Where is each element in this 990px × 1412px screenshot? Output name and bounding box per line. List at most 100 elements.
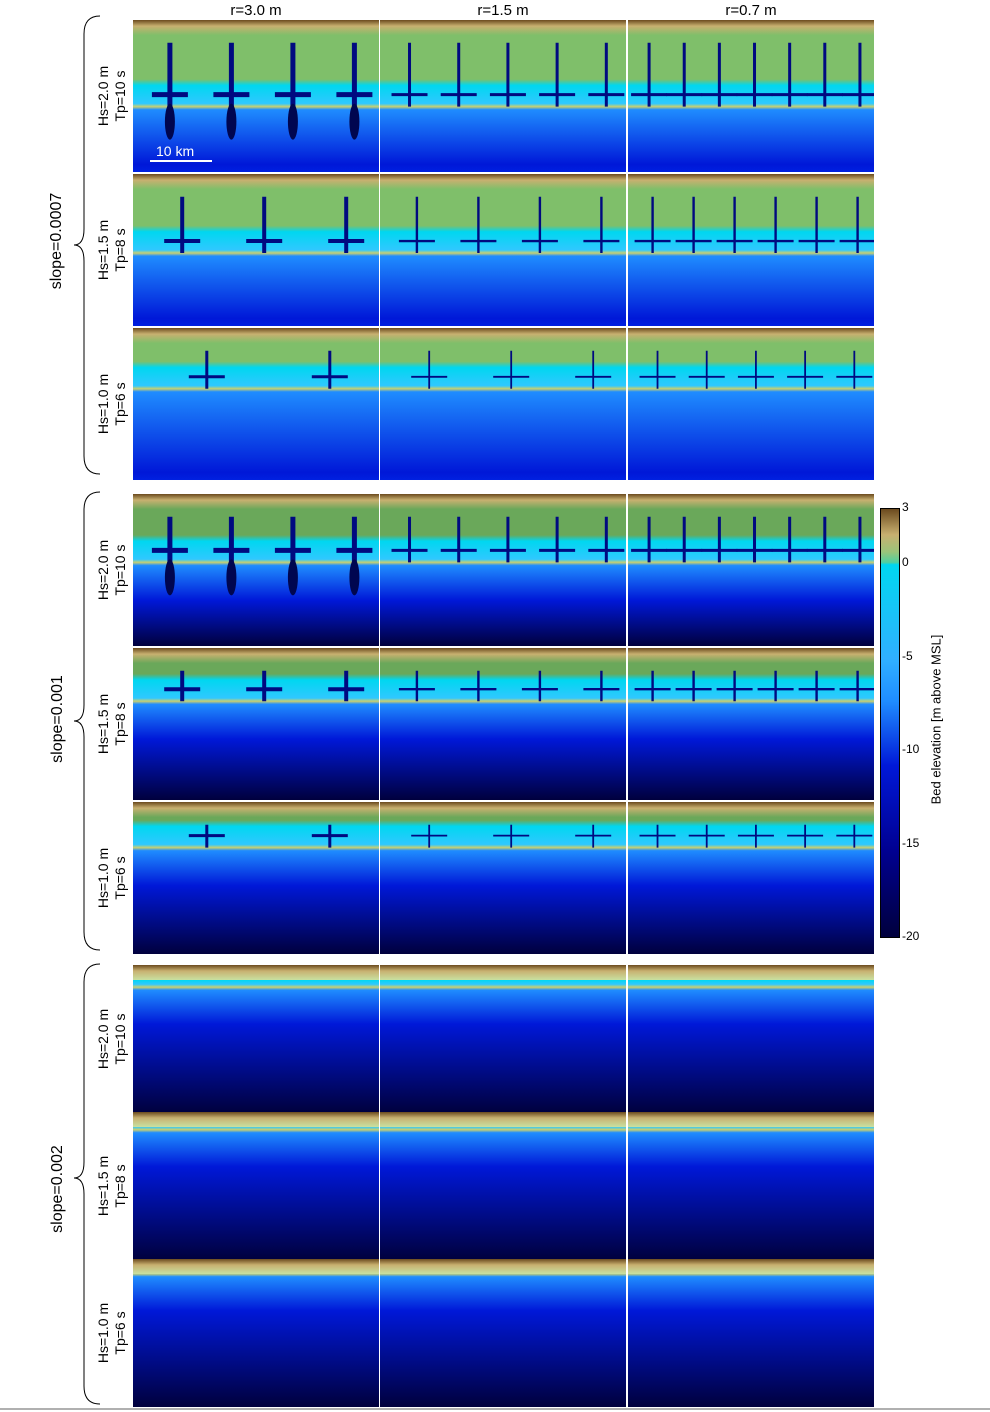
tidal-channel: [798, 196, 835, 254]
tidal-channel: [539, 42, 576, 107]
scalebar-label: 10 km: [156, 143, 195, 159]
colorbar-tick-0: 0: [902, 555, 909, 569]
channel-network: [151, 42, 373, 140]
tidal-channel: [521, 196, 558, 254]
tidal-channel: [701, 42, 738, 107]
row-label: Hs=1.0 m Tp=6 s: [95, 364, 129, 444]
model-panel: [380, 648, 626, 800]
model-panel: [628, 20, 874, 172]
row-label-tp: Tp=10 s: [112, 70, 128, 122]
tidal-channel: [666, 42, 703, 107]
group-brace-2: [73, 491, 101, 951]
tidal-channel: [716, 670, 753, 702]
tidal-channel: [336, 42, 373, 107]
row-label-tp: Tp=6 s: [112, 1311, 128, 1355]
tidal-channel: [440, 516, 477, 563]
channel-network: [634, 196, 874, 254]
tidal-channel: [639, 350, 676, 389]
tidal-channel: [583, 670, 620, 702]
colorbar-tick-3: 3: [902, 500, 909, 514]
colorbar-title: Bed elevation [m above MSL]: [928, 634, 944, 805]
tidal-channel: [806, 516, 843, 563]
row-label-tp: Tp=10 s: [112, 1013, 128, 1065]
group-label-slope-0-001: slope=0.001: [49, 675, 66, 763]
model-panel: [133, 20, 379, 172]
colorbar-tick-minus20: -20: [902, 929, 920, 943]
row-label: Hs=1.0 m Tp=6 s: [95, 838, 129, 918]
model-panel: [628, 174, 874, 326]
row-label-hs: Hs=1.5 m: [95, 219, 111, 281]
tidal-channel: [411, 350, 448, 389]
row-label-tp: Tp=8 s: [112, 228, 128, 272]
tidal-channel: [489, 516, 526, 563]
model-panel: [380, 1112, 626, 1260]
tidal-channel: [737, 350, 774, 389]
channel-network: [398, 670, 620, 702]
channel-network: [631, 516, 874, 563]
ebb-delta-scour: [287, 103, 298, 140]
tidal-channel: [493, 824, 530, 848]
tidal-channel: [631, 42, 668, 107]
model-panel: [133, 494, 379, 646]
tidal-channel: [771, 42, 808, 107]
tidal-channel: [489, 42, 526, 107]
channel-network: [411, 350, 612, 389]
model-panel: [380, 174, 626, 326]
bottom-rule: [0, 1408, 990, 1410]
tidal-channel: [631, 516, 668, 563]
ebb-delta-scour: [164, 103, 175, 140]
group-label-slope-0-0007: slope=0.0007: [48, 192, 65, 290]
tidal-channel: [575, 824, 612, 848]
model-panel: [628, 494, 874, 646]
channel-network: [634, 670, 874, 702]
scalebar-line: [150, 160, 212, 162]
tidal-channel: [806, 42, 843, 107]
tidal-channel: [164, 670, 201, 702]
model-panel: [380, 1259, 626, 1407]
tidal-channel: [188, 350, 225, 389]
row-label-hs: Hs=2.0 m: [95, 539, 111, 601]
channel-network: [164, 670, 365, 702]
colorbar-tick-minus15: -15: [902, 836, 920, 850]
model-panel: [133, 328, 379, 480]
tidal-channel: [246, 196, 283, 254]
channel-network: [391, 42, 625, 107]
group-brace-1: [73, 15, 101, 475]
column-header-r3: r=3.0 m: [230, 2, 282, 19]
model-panel: [380, 965, 626, 1113]
tidal-channel: [391, 516, 428, 563]
ebb-delta-scour: [226, 103, 237, 140]
row-label-tp: Tp=6 s: [112, 382, 128, 426]
tidal-channel: [391, 42, 428, 107]
channel-network: [188, 350, 348, 389]
tidal-channel: [588, 42, 625, 107]
model-panel: [133, 802, 379, 954]
tidal-channel: [493, 350, 530, 389]
tidal-channel: [151, 516, 188, 563]
column-header-r1-5: r=1.5 m: [477, 2, 529, 19]
tidal-channel: [311, 350, 348, 389]
row-label-hs: Hs=2.0 m: [95, 1008, 111, 1070]
model-panel: [628, 1259, 874, 1407]
tidal-channel: [188, 824, 225, 848]
ebb-delta-scour: [287, 559, 298, 596]
tidal-channel: [787, 824, 824, 848]
colorbar-tick-minus10: -10: [902, 742, 920, 756]
tidal-channel: [213, 42, 250, 107]
model-panel: [380, 494, 626, 646]
row-label-hs: Hs=1.0 m: [95, 1302, 111, 1364]
tidal-channel: [336, 516, 373, 563]
tidal-channel: [701, 516, 738, 563]
tidal-channel: [398, 670, 435, 702]
model-panel: [133, 1112, 379, 1260]
tidal-channel: [836, 350, 873, 389]
tidal-channel: [736, 42, 773, 107]
row-label: Hs=2.0 m Tp=10 s: [95, 530, 129, 610]
column-header-r0-7: r=0.7 m: [725, 2, 777, 19]
row-label: Hs=2.0 m Tp=10 s: [95, 999, 129, 1079]
row-label-hs: Hs=2.0 m: [95, 65, 111, 127]
ebb-delta-scour: [226, 559, 237, 596]
channel-network: [188, 824, 348, 848]
tidal-channel: [411, 824, 448, 848]
tidal-channel: [841, 42, 874, 107]
